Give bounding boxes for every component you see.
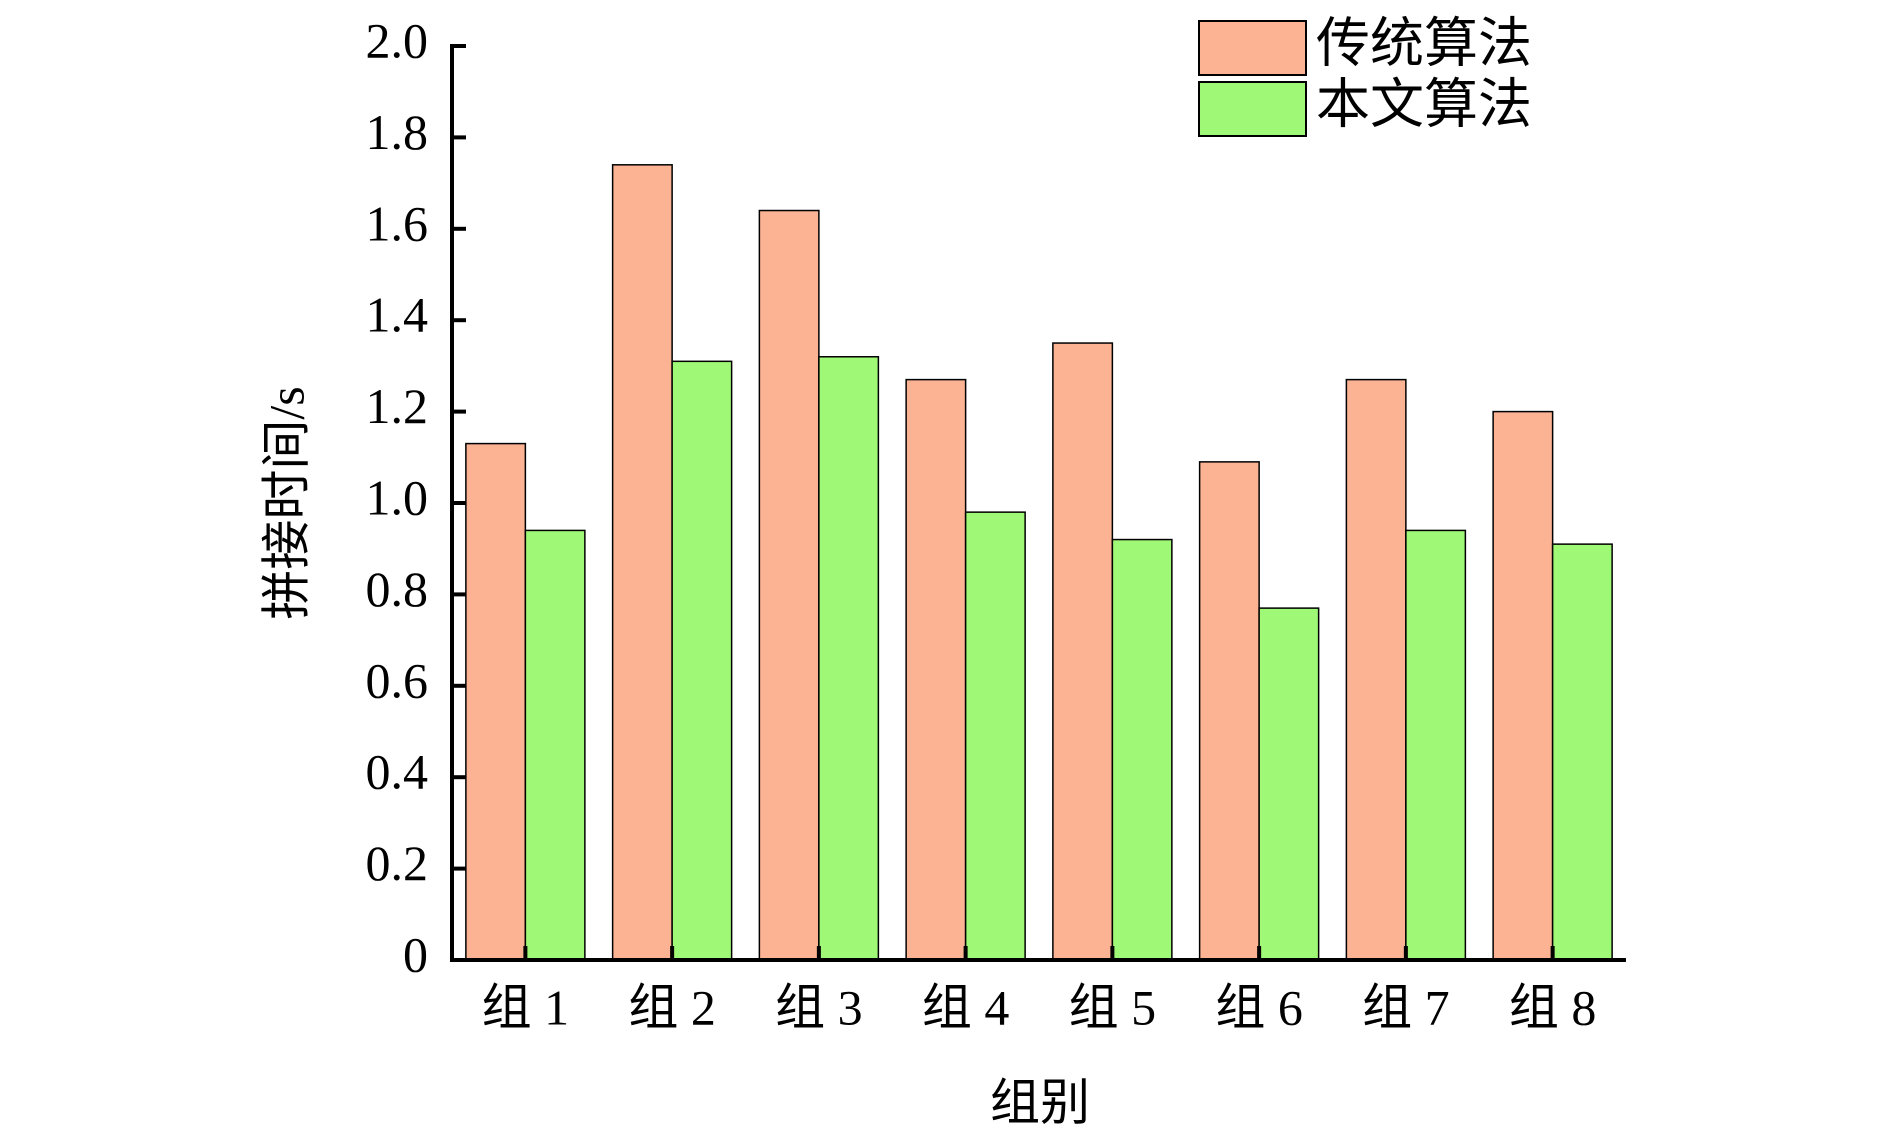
bar bbox=[611, 164, 673, 961]
bar bbox=[524, 529, 586, 961]
x-tick-label: 组 1 bbox=[482, 979, 570, 1035]
y-tick-label: 1.0 bbox=[366, 469, 429, 525]
bar bbox=[465, 442, 527, 961]
y-tick-label: 2.0 bbox=[366, 12, 429, 68]
bar bbox=[1052, 342, 1114, 961]
legend-swatch bbox=[1198, 20, 1307, 76]
x-tick-label: 组 6 bbox=[1215, 979, 1303, 1035]
y-tick-label: 1.8 bbox=[366, 104, 429, 160]
x-tick-label: 组 2 bbox=[628, 979, 716, 1035]
y-tick-label: 1.4 bbox=[366, 287, 429, 343]
x-tick-label: 组 8 bbox=[1509, 979, 1597, 1035]
y-tick-label: 0.2 bbox=[366, 835, 429, 891]
bar bbox=[1258, 607, 1320, 961]
legend-label: 传统算法 bbox=[1316, 13, 1532, 73]
x-axis-title: 组别 bbox=[990, 1074, 1090, 1130]
y-tick-label: 0.6 bbox=[366, 652, 429, 708]
bar bbox=[1111, 538, 1173, 961]
y-tick-label: 0 bbox=[403, 926, 428, 982]
bar bbox=[1492, 410, 1554, 961]
x-tick-label: 组 7 bbox=[1362, 979, 1450, 1035]
legend-swatch bbox=[1198, 81, 1307, 137]
y-tick-label: 1.2 bbox=[366, 378, 429, 434]
bar bbox=[671, 360, 733, 961]
bar bbox=[818, 356, 880, 961]
bar bbox=[1198, 461, 1260, 961]
x-tick-label: 组 3 bbox=[775, 979, 863, 1035]
bar bbox=[1405, 529, 1467, 961]
y-tick-label: 0.8 bbox=[366, 561, 429, 617]
y-tick-label: 1.6 bbox=[366, 195, 429, 251]
bar bbox=[964, 511, 1026, 961]
x-tick-label: 组 5 bbox=[1069, 979, 1157, 1035]
bar bbox=[1551, 543, 1613, 961]
bar bbox=[905, 378, 967, 961]
bar bbox=[1345, 378, 1407, 961]
y-axis-title: 拼接时间/s bbox=[258, 386, 314, 619]
legend-label: 本文算法 bbox=[1316, 74, 1532, 134]
y-tick-label: 0.4 bbox=[366, 744, 429, 800]
x-tick-label: 组 4 bbox=[922, 979, 1010, 1035]
bar bbox=[758, 209, 820, 961]
